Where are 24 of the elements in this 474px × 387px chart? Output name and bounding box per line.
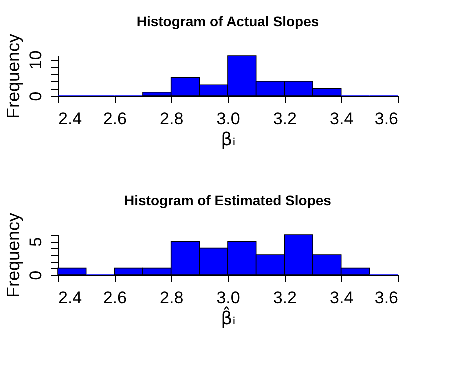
x-tick-label: 3.2 (273, 288, 297, 308)
x-tick-label: 3.4 (330, 288, 354, 308)
x-tick-label: 3.2 (273, 110, 297, 128)
x-tick-label: 3.6 (374, 288, 398, 308)
x-tick-label: 2.8 (160, 288, 184, 308)
x-tick-label: 2.4 (58, 288, 82, 308)
y-axis-title: Frequency (4, 34, 24, 120)
x-tick-label: 2.6 (103, 110, 127, 128)
x-axis-title: β̂ᵢ (221, 306, 236, 330)
x-tick-label: 3.6 (374, 110, 398, 128)
x-tick-label: 3.0 (216, 110, 240, 128)
y-tick-label: 5 (26, 237, 46, 247)
chart-title: Histogram of Estimated Slopes (124, 192, 332, 208)
x-tick-label: 3.4 (330, 110, 354, 128)
y-axis-title: Frequency (4, 212, 24, 298)
x-tick-label: 2.6 (103, 288, 127, 308)
x-tick-label: 2.4 (58, 110, 82, 128)
y-tick-label: 0 (26, 92, 46, 102)
x-tick-label: 3.0 (216, 288, 240, 308)
y-tick-label: 0 (26, 270, 46, 280)
y-tick-label: 10 (26, 50, 46, 70)
x-tick-label: 2.8 (160, 110, 184, 128)
chart-title: Histogram of Actual Slopes (136, 13, 320, 30)
x-axis-title: βᵢ (221, 130, 236, 150)
